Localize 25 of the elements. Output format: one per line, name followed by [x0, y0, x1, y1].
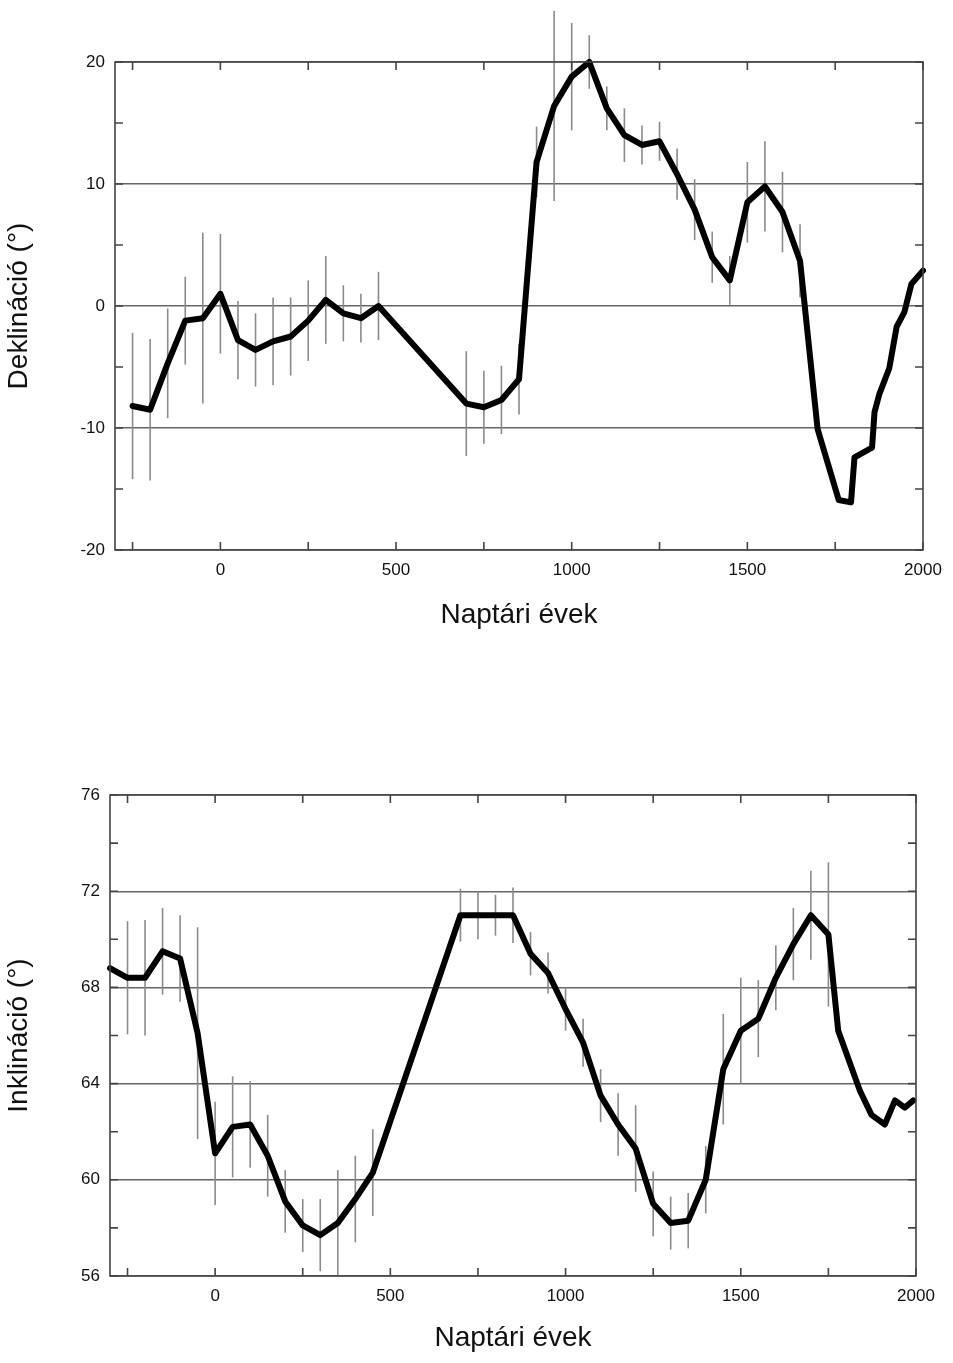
- y-tick-label: 20: [86, 51, 105, 71]
- y-axis-title: Deklináció (°): [1, 222, 33, 390]
- y-tick-label: 76: [81, 784, 100, 804]
- y-tick-label: 60: [81, 1169, 100, 1189]
- y-tick-label: 72: [81, 880, 100, 900]
- x-axis-title: Naptári évek: [434, 1320, 593, 1352]
- y-tick-label: -20: [80, 539, 105, 559]
- y-tick-label: 68: [81, 977, 100, 997]
- x-axis-title: Naptári évek: [440, 597, 599, 629]
- x-tick-label: 0: [210, 1285, 220, 1305]
- x-tick-label: 1500: [721, 1285, 760, 1305]
- y-axis-title: Inklináció (°): [1, 958, 33, 1113]
- y-tick-label: 10: [86, 173, 105, 193]
- y-tick-label: 56: [81, 1265, 100, 1285]
- y-tick-label: 0: [95, 295, 105, 315]
- x-tick-label: 0: [215, 559, 226, 579]
- y-tick-label: 64: [81, 1073, 100, 1093]
- x-tick-label: 2000: [904, 559, 942, 579]
- x-tick-label: 500: [381, 559, 411, 579]
- x-tick-label: 500: [376, 1285, 405, 1305]
- x-tick-label: 1500: [728, 559, 767, 579]
- x-tick-label: 2000: [897, 1285, 935, 1305]
- y-tick-label: -10: [80, 417, 105, 437]
- x-tick-label: 1000: [546, 1285, 585, 1305]
- x-tick-label: 1000: [552, 559, 591, 579]
